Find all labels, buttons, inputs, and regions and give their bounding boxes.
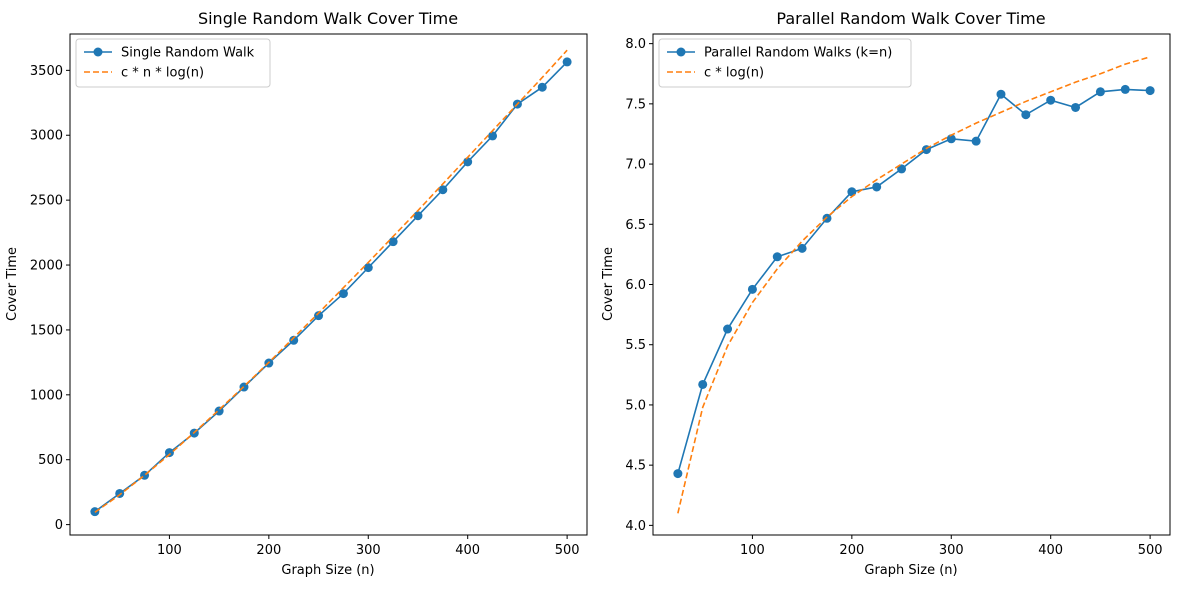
data-point [946,134,956,144]
y-axis-label: Cover Time [5,247,20,321]
data-point [363,263,373,273]
x-tick-label: 100 [157,543,182,558]
parallel-walk-panel: Parallel Random Walk Cover Time Graph Si… [601,9,1171,578]
legend-box [75,38,271,88]
legend-label: c * n * log(n) [121,66,204,81]
x-tick-label: 300 [356,543,381,558]
data-point [164,448,174,458]
legend-box [658,38,912,88]
x-tick-label: 400 [455,543,480,558]
data-point [1046,95,1056,105]
data-point [723,324,733,334]
x-tick-label: 200 [256,543,281,558]
data-point [413,211,423,221]
data-point [1145,86,1155,96]
legend-marker [93,47,103,57]
data-point [537,82,547,92]
y-tick-label: 6.5 [625,218,646,233]
x-tick-label: 200 [839,543,864,558]
y-tick-label: 7.0 [625,158,646,173]
y-tick-label: 4.0 [625,519,646,534]
data-point [872,182,882,192]
data-point [673,469,683,479]
plot-frame [69,33,588,536]
chart-title: Parallel Random Walk Cover Time [776,9,1045,28]
x-axis-label: Graph Size (n) [864,563,957,578]
chart-title: Single Random Walk Cover Time [198,9,458,28]
data-point [897,164,907,174]
data-point [1120,84,1130,94]
data-point [847,187,857,197]
y-tick-label: 5.5 [625,338,646,353]
x-tick-label: 500 [1138,543,1163,558]
y-tick-label: 6.0 [625,278,646,293]
data-point [996,89,1006,99]
data-point [488,131,498,141]
x-tick-label: 400 [1038,543,1063,558]
y-tick-label: 500 [38,453,63,468]
legend-label: Single Random Walk [121,46,255,61]
plot-frame [652,33,1171,536]
y-tick-label: 5.0 [625,398,646,413]
fit-line [677,56,1151,514]
y-tick-label: 2000 [30,259,63,274]
data-point [388,237,398,247]
data-point [214,406,224,416]
data-point [562,57,572,67]
single-walk-panel: Single Random Walk Cover Time Graph Size… [5,9,588,578]
data-line [677,88,1151,474]
legend-label: Parallel Random Walks (k=n) [704,46,892,61]
legend-marker [676,47,686,57]
y-tick-label: 8.0 [625,37,646,52]
data-point [971,136,981,146]
data-point [115,488,125,498]
data-point [338,289,348,299]
data-point [797,243,807,253]
legend-label: c * log(n) [704,66,764,81]
x-axis-label: Graph Size (n) [281,563,374,578]
data-point [1095,87,1105,97]
data-line [94,61,568,513]
y-tick-label: 4.5 [625,459,646,474]
data-point [1071,102,1081,112]
data-point [438,185,448,195]
x-tick-label: 500 [555,543,580,558]
x-tick-label: 100 [740,543,765,558]
y-tick-label: 7.5 [625,97,646,112]
data-point [772,252,782,262]
data-point [822,213,832,223]
y-tick-label: 3000 [30,129,63,144]
data-point [463,157,473,167]
y-tick-label: 2500 [30,194,63,209]
fit-line [94,49,568,513]
data-point [1021,110,1031,120]
data-point [314,311,324,321]
y-tick-label: 0 [55,518,63,533]
data-point [289,335,299,345]
y-tick-label: 3500 [30,64,63,79]
y-tick-label: 1000 [30,388,63,403]
data-point [698,379,708,389]
data-point [747,284,757,294]
y-axis-label: Cover Time [601,247,616,321]
x-tick-label: 300 [939,543,964,558]
y-tick-label: 1500 [30,323,63,338]
